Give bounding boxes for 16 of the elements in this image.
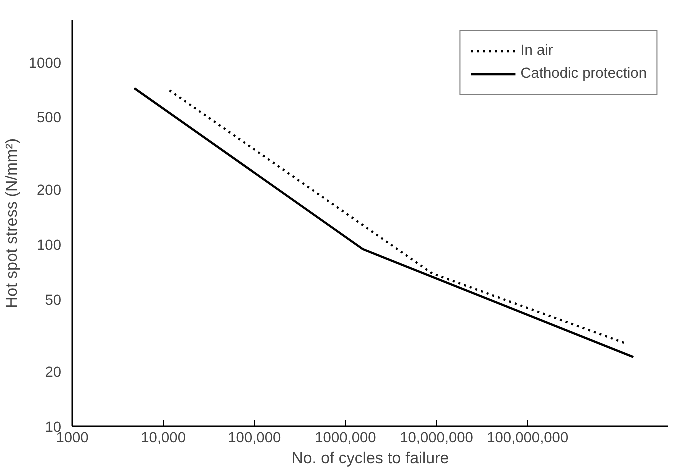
y-tick-label: 50 [45, 292, 62, 309]
y-tick-label: 20 [45, 365, 62, 382]
x-tick-label: 10,000 [141, 430, 186, 446]
x-tick-label: 100,000,000 [487, 430, 569, 446]
y-tick-label: 500 [37, 110, 62, 127]
x-tick-label: 1000 [56, 430, 89, 446]
y-tick-label: 1000 [28, 56, 62, 72]
y-axis-title: Hot spot stress (N/mm²) [4, 138, 21, 308]
legend-label: Cathodic protection [520, 66, 647, 82]
x-tick-label: 100,000 [228, 430, 282, 446]
y-tick-label: 200 [37, 183, 62, 200]
y-tick-label: 100 [37, 238, 62, 254]
legend-label: In air [520, 43, 554, 59]
x-tick-label: 1000,000 [315, 430, 376, 446]
x-tick-label: 10,000,000 [400, 430, 474, 446]
x-axis-title: No. of cycles to failure [292, 450, 450, 468]
